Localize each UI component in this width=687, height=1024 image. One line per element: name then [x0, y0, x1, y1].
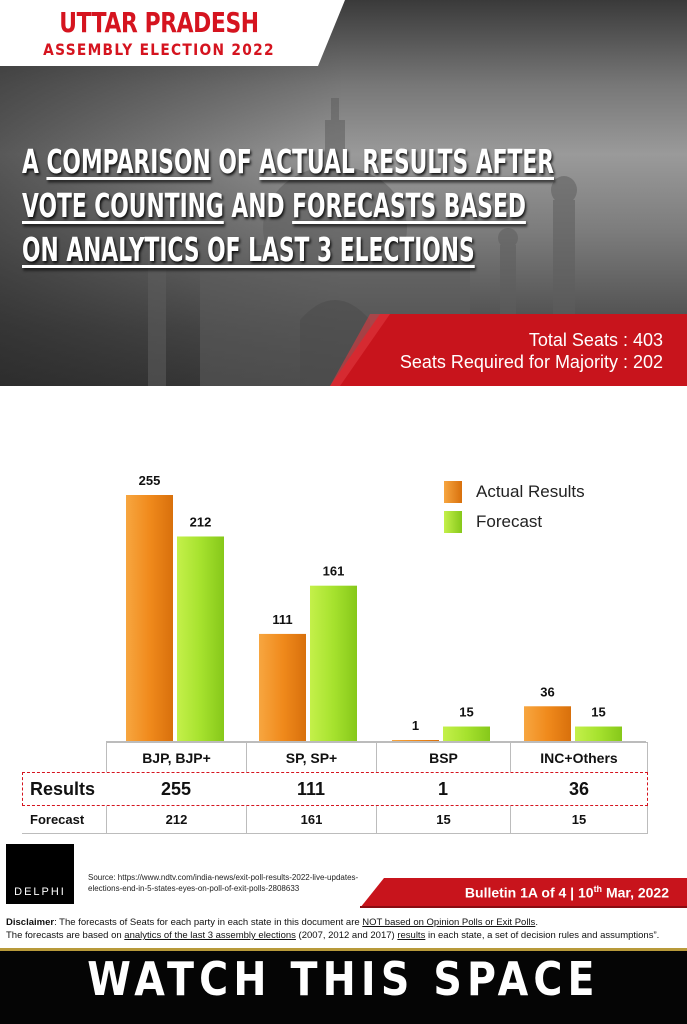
- title-election: ASSEMBLY ELECTION 2022: [43, 40, 275, 59]
- results-row-label: Results: [30, 778, 96, 799]
- title-badge: [0, 0, 345, 66]
- monument-silhouette: [0, 0, 687, 386]
- bottom-banner-trim: [0, 948, 687, 951]
- table-results-cell: 1: [437, 778, 448, 799]
- data-label-actual: 255: [139, 473, 161, 488]
- delphi-logo: DELPHI: [6, 844, 74, 904]
- headline: A COMPARISON OF ACTUAL RESULTS AFTER VOTE…: [22, 140, 662, 272]
- data-label-actual: 111: [272, 612, 292, 627]
- header-banner: UTTAR PRADESH ASSEMBLY ELECTION 2022 A C…: [0, 0, 687, 386]
- headline-segment: ON ANALYTICS OF LAST 3 ELECTIONS: [22, 230, 475, 269]
- table-header-cell: INC+Others: [510, 742, 648, 772]
- legend-swatch-forecast: [444, 511, 462, 533]
- legend-label-actual: Actual Results: [476, 482, 585, 501]
- bar-actual: [126, 495, 173, 741]
- seats-info-band: [330, 314, 687, 386]
- watch-this-space: WATCH THIS SPACE: [87, 952, 600, 1006]
- bar-forecast: [443, 726, 490, 741]
- majority-seats: Seats Required for Majority : 202: [399, 352, 663, 372]
- data-label-actual: 1: [412, 718, 419, 733]
- table-header-cell: SP, SP+: [246, 742, 376, 772]
- forecast-row-label: Forecast: [30, 812, 85, 827]
- bar-forecast: [177, 536, 224, 741]
- data-label-forecast: 161: [323, 564, 345, 579]
- data-label-actual: 36: [540, 684, 554, 699]
- data-label-forecast: 212: [190, 514, 212, 529]
- table-forecast-cell: 212: [106, 806, 246, 833]
- table-forecast-cell: 15: [510, 806, 648, 833]
- headline-line: VOTE COUNTING AND FORECASTS BASED: [22, 184, 526, 228]
- headline-segment: FORECASTS BASED: [292, 186, 526, 225]
- table-forecast-cell: 161: [246, 806, 376, 833]
- headline-segment: AND: [223, 186, 293, 225]
- legend-swatch-actual: [444, 481, 462, 503]
- headline-segment: VOTE COUNTING: [22, 186, 224, 225]
- total-seats: Total Seats : 403: [528, 330, 663, 350]
- table-header-cell: BSP: [376, 742, 510, 772]
- title-state: UTTAR PRADESH: [59, 6, 259, 39]
- table-header-cell: BJP, BJP+: [106, 742, 246, 772]
- headline-segment: ACTUAL RESULTS AFTER: [259, 142, 554, 181]
- table-results-cell: 255: [160, 778, 192, 799]
- source-note: Source: https://www.ndtv.com/india-news/…: [88, 873, 359, 893]
- table-forecast-row: Forecast 212 161 15 15: [22, 806, 648, 834]
- bulletin-band: [360, 878, 687, 908]
- bar-forecast: [310, 585, 357, 741]
- headline-segment: OF: [210, 142, 260, 181]
- table-forecast-cell: 15: [376, 806, 510, 833]
- table-results-cell: 36: [568, 778, 590, 799]
- bar-forecast: [575, 726, 622, 741]
- table-results-row: Results 255 111 1 36: [22, 772, 648, 806]
- results-highlight-outline: [22, 772, 648, 806]
- headline-line: ON ANALYTICS OF LAST 3 ELECTIONS: [22, 228, 475, 272]
- headline-segment: COMPARISON: [46, 142, 211, 181]
- bulletin-label: Bulletin 1A of 4 | 10th Mar, 2022: [464, 884, 669, 901]
- data-label-forecast: 15: [459, 705, 473, 720]
- headline-line: A COMPARISON OF ACTUAL RESULTS AFTER: [22, 140, 554, 184]
- bar-actual: [392, 740, 439, 741]
- data-label-forecast: 15: [591, 705, 605, 720]
- disclaimer: Disclaimer: The forecasts of Seats for e…: [6, 917, 660, 941]
- table-results-cell: 111: [296, 778, 326, 799]
- bar-actual: [524, 706, 571, 741]
- legend-label-forecast: Forecast: [476, 512, 543, 531]
- bottom-banner: [0, 948, 687, 1024]
- headline-segment: A: [22, 142, 47, 181]
- table-header-row: BJP, BJP+ SP, SP+ BSP INC+Others: [22, 742, 648, 772]
- delphi-logo-text: DELPHI: [14, 886, 66, 898]
- bar-actual: [259, 633, 306, 741]
